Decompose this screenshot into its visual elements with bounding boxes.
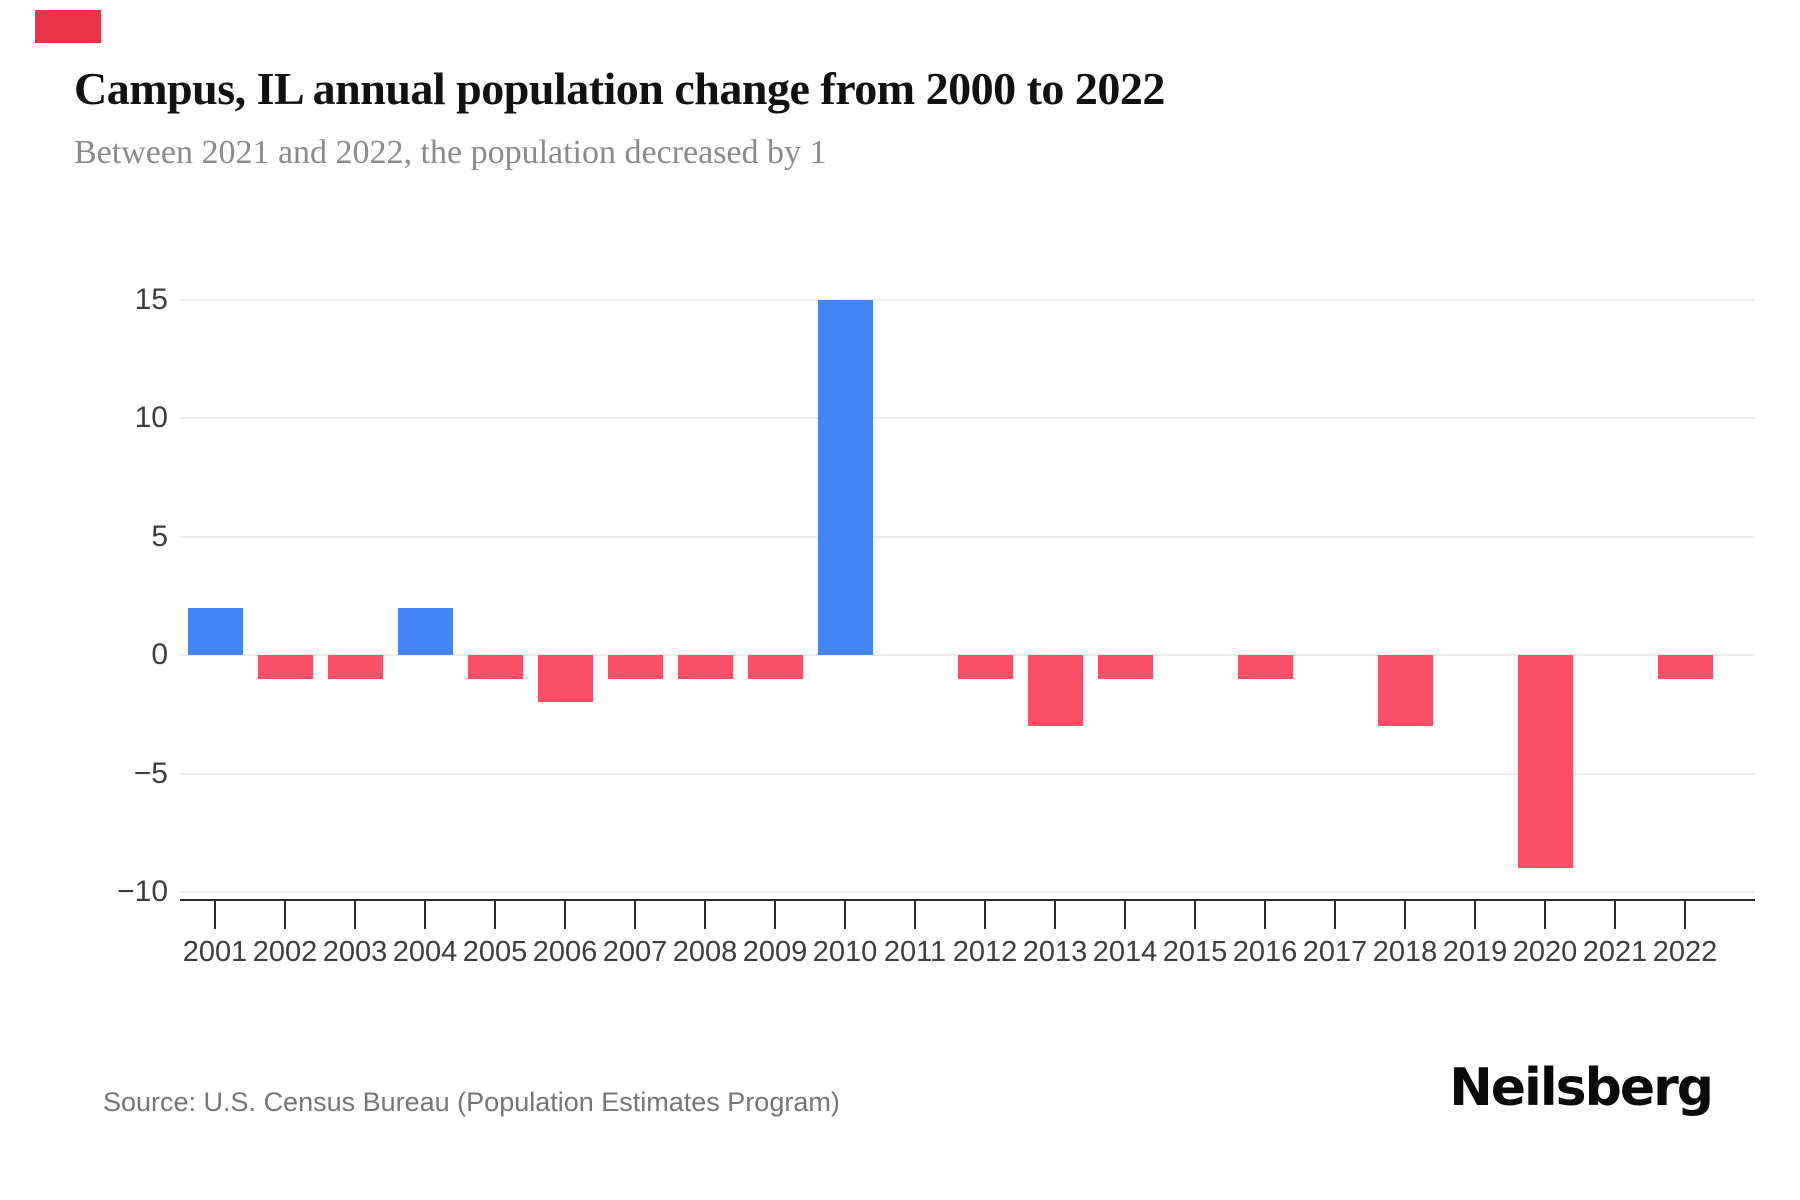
x-axis-tick — [1404, 901, 1406, 929]
neilsberg-logo: Neilsberg — [1449, 1058, 1714, 1118]
x-axis-tick-label: 2019 — [1442, 936, 1508, 968]
x-axis-tick — [984, 901, 986, 929]
bar-2012 — [957, 655, 1013, 679]
x-axis-tick — [1684, 901, 1686, 929]
x-axis-tick — [1614, 901, 1616, 929]
y-axis-tick-label: 5 — [151, 519, 168, 553]
bar-2016 — [1237, 655, 1293, 679]
x-axis-tick — [494, 901, 496, 929]
bar-2013 — [1027, 655, 1083, 727]
x-axis-tick — [354, 901, 356, 929]
chart-title: Campus, IL annual population change from… — [74, 63, 1165, 114]
x-axis-tick-label: 2008 — [672, 936, 738, 968]
x-axis-tick — [1124, 901, 1126, 929]
x-axis-tick — [914, 901, 916, 929]
x-axis-tick — [1474, 901, 1476, 929]
x-axis-tick-label: 2014 — [1092, 936, 1158, 968]
x-axis-tick-label: 2012 — [952, 936, 1018, 968]
x-axis-tick — [284, 901, 286, 929]
x-axis-tick-label: 2001 — [182, 936, 248, 968]
x-axis-tick-label: 2020 — [1512, 936, 1578, 968]
x-axis-tick — [1334, 901, 1336, 929]
x-axis-tick-label: 2007 — [602, 936, 668, 968]
x-axis-tick-label: 2005 — [462, 936, 528, 968]
bar-2008 — [677, 655, 733, 679]
bar-2007 — [607, 655, 663, 679]
x-axis-tick-label: 2021 — [1582, 936, 1648, 968]
x-axis-tick — [1264, 901, 1266, 929]
x-axis-line — [180, 899, 1755, 901]
source-attribution: Source: U.S. Census Bureau (Population E… — [103, 1087, 840, 1117]
chart-subtitle: Between 2021 and 2022, the population de… — [74, 134, 827, 171]
gridline-y--10 — [180, 891, 1755, 893]
x-axis-tick-label: 2022 — [1652, 936, 1718, 968]
gridline-y-15 — [180, 298, 1755, 301]
x-axis-tick-label: 2002 — [252, 936, 318, 968]
y-axis-tick-label: −10 — [117, 875, 168, 908]
bar-2010 — [817, 299, 873, 655]
x-axis-tick-label: 2016 — [1232, 936, 1298, 968]
x-axis-tick — [214, 901, 216, 929]
bar-2006 — [537, 655, 593, 703]
bar-2018 — [1377, 655, 1433, 727]
x-axis-tick-label: 2018 — [1372, 936, 1438, 968]
bar-2022 — [1657, 655, 1713, 679]
x-axis-tick — [1194, 901, 1196, 929]
y-axis-tick-label: 15 — [134, 282, 168, 316]
gridline-y-10 — [180, 417, 1755, 419]
x-axis-tick-label: 2004 — [392, 936, 458, 968]
bar-2004 — [397, 607, 453, 655]
x-axis-tick-label: 2011 — [883, 936, 947, 968]
bar-2009 — [747, 655, 803, 679]
brand-red-mark — [35, 10, 101, 43]
x-axis-tick — [564, 901, 566, 929]
x-axis-tick — [844, 901, 846, 929]
bar-2001 — [187, 607, 243, 655]
gridline-y-5 — [180, 535, 1755, 538]
x-axis-tick-label: 2010 — [812, 936, 878, 968]
x-axis-tick-label: 2006 — [532, 936, 598, 968]
x-axis-tick-label: 2013 — [1022, 936, 1088, 968]
bar-2020 — [1517, 655, 1573, 869]
x-axis-tick — [634, 901, 636, 929]
bar-2014 — [1097, 655, 1153, 679]
x-axis-tick-label: 2017 — [1302, 936, 1368, 968]
x-axis-tick — [424, 901, 426, 929]
x-axis-tick-label: 2003 — [322, 936, 388, 968]
bar-2005 — [467, 655, 523, 679]
y-axis-tick-label: 0 — [151, 638, 168, 671]
y-axis-tick-label: −5 — [133, 756, 168, 790]
gridline-y--5 — [180, 772, 1755, 775]
x-axis-tick — [774, 901, 776, 929]
x-axis-tick — [1054, 901, 1056, 929]
x-axis-tick-label: 2015 — [1162, 936, 1228, 968]
bar-2002 — [257, 655, 313, 679]
x-axis-tick — [1544, 901, 1546, 929]
y-axis-tick-label: 10 — [134, 401, 168, 434]
bar-2003 — [327, 655, 383, 679]
x-axis-tick — [704, 901, 706, 929]
x-axis-tick-label: 2009 — [742, 936, 808, 968]
